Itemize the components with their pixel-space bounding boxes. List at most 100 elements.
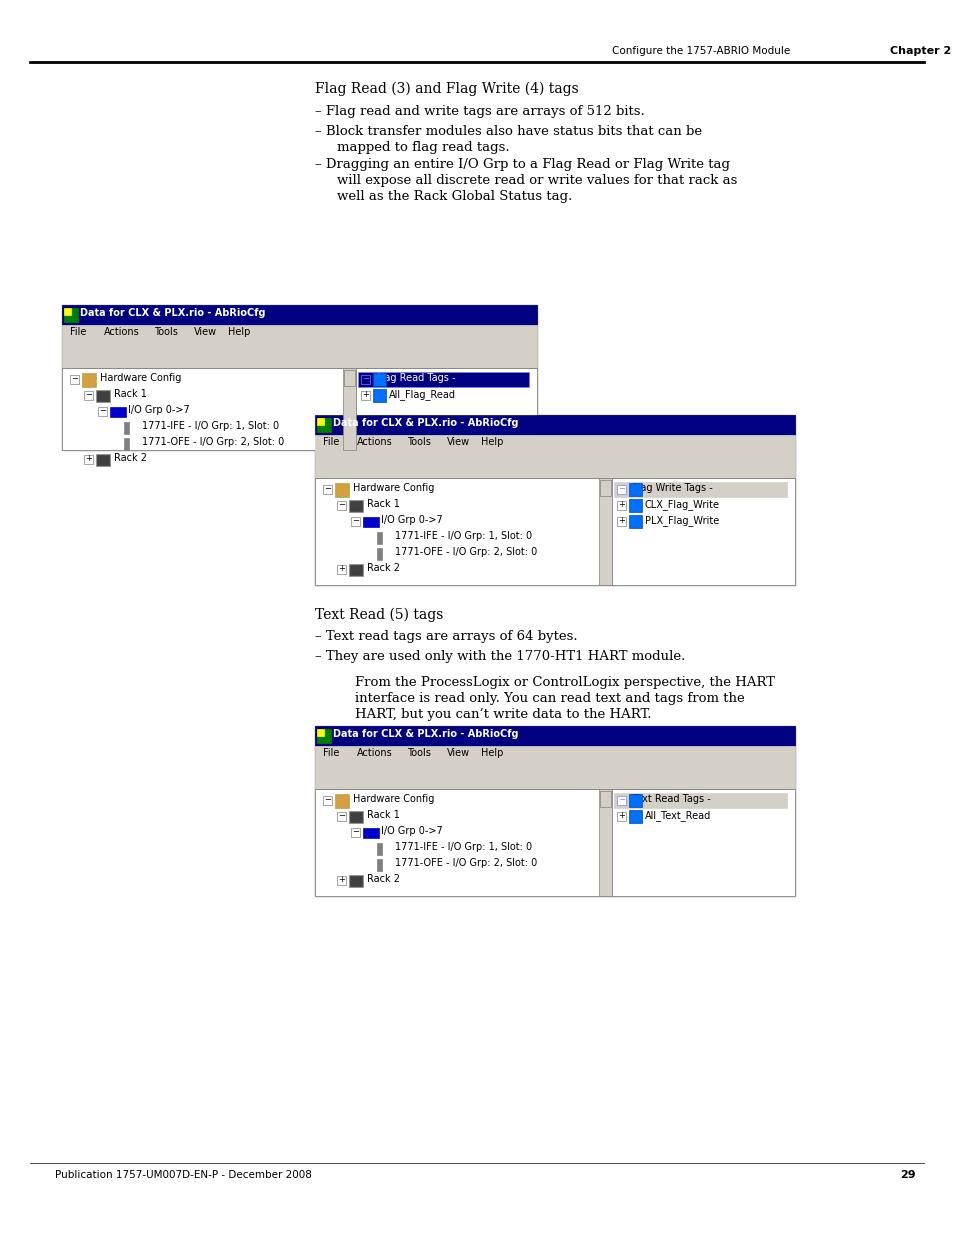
Text: Flag Write Tags -: Flag Write Tags - bbox=[631, 483, 712, 493]
Bar bbox=[323, 797, 332, 805]
Bar bbox=[360, 391, 370, 400]
Bar bbox=[376, 860, 381, 871]
Text: −: − bbox=[618, 795, 624, 804]
Text: 1771-IFE - I/O Grp: 1, Slot: 0: 1771-IFE - I/O Grp: 1, Slot: 0 bbox=[395, 842, 532, 852]
Bar bbox=[629, 484, 640, 495]
Bar bbox=[84, 391, 92, 400]
Text: +: + bbox=[337, 564, 345, 573]
Bar bbox=[64, 308, 78, 322]
Bar bbox=[316, 417, 331, 432]
Bar bbox=[62, 305, 537, 325]
Text: −: − bbox=[85, 390, 91, 399]
Bar bbox=[617, 811, 625, 821]
Text: +: + bbox=[618, 811, 624, 820]
Bar bbox=[629, 811, 640, 823]
Bar bbox=[373, 389, 386, 403]
Bar bbox=[350, 876, 361, 885]
Text: File: File bbox=[323, 748, 339, 758]
Bar bbox=[349, 876, 363, 887]
Text: +: + bbox=[618, 516, 624, 525]
Bar bbox=[314, 746, 794, 763]
Bar bbox=[628, 794, 641, 806]
Text: 1771-OFE - I/O Grp: 2, Slot: 0: 1771-OFE - I/O Grp: 2, Slot: 0 bbox=[395, 547, 537, 557]
Bar bbox=[336, 501, 346, 510]
Bar bbox=[314, 789, 612, 897]
Text: Tools: Tools bbox=[407, 748, 431, 758]
Bar bbox=[124, 438, 129, 450]
Text: Chapter 2: Chapter 2 bbox=[889, 46, 950, 56]
Bar bbox=[363, 827, 378, 839]
Text: – They are used only with the 1770-HT1 HART module.: – They are used only with the 1770-HT1 H… bbox=[314, 650, 684, 663]
Text: – Flag read and write tags are arrays of 512 bits.: – Flag read and write tags are arrays of… bbox=[314, 105, 644, 119]
Text: Hardware Config: Hardware Config bbox=[100, 373, 181, 383]
Bar bbox=[614, 482, 786, 496]
Text: well as the Rack Global Status tag.: well as the Rack Global Status tag. bbox=[336, 190, 572, 203]
Text: −: − bbox=[337, 811, 345, 820]
Bar bbox=[350, 501, 361, 511]
Bar bbox=[314, 415, 794, 585]
Text: −: − bbox=[618, 484, 624, 493]
Bar bbox=[349, 564, 363, 576]
Text: Tools: Tools bbox=[407, 437, 431, 447]
Bar bbox=[64, 308, 71, 315]
Bar bbox=[349, 811, 363, 823]
Text: Data for CLX & PLX.rio - AbRioCfg: Data for CLX & PLX.rio - AbRioCfg bbox=[80, 308, 265, 317]
Bar bbox=[350, 564, 361, 576]
Text: All_Text_Read: All_Text_Read bbox=[644, 810, 711, 821]
Bar bbox=[349, 500, 363, 513]
Text: Help: Help bbox=[480, 437, 503, 447]
Bar bbox=[617, 797, 625, 805]
Bar bbox=[363, 517, 378, 527]
Bar bbox=[336, 564, 346, 574]
Text: +: + bbox=[618, 500, 624, 509]
Bar bbox=[376, 532, 381, 543]
Bar bbox=[314, 726, 794, 897]
Text: −: − bbox=[337, 500, 345, 509]
Bar bbox=[335, 794, 349, 808]
Bar bbox=[98, 408, 107, 416]
Text: −: − bbox=[99, 406, 106, 415]
Text: interface is read only. You can read text and tags from the: interface is read only. You can read tex… bbox=[355, 692, 744, 705]
Bar bbox=[628, 483, 641, 496]
Bar bbox=[62, 342, 537, 368]
Bar bbox=[62, 305, 537, 450]
Bar bbox=[351, 517, 359, 526]
Bar bbox=[599, 480, 610, 496]
Bar bbox=[373, 373, 386, 387]
Bar bbox=[124, 422, 129, 433]
Text: CLX_Flag_Write: CLX_Flag_Write bbox=[644, 499, 720, 510]
Bar bbox=[70, 375, 79, 384]
Bar bbox=[344, 370, 355, 387]
Bar bbox=[84, 454, 92, 464]
Text: −: − bbox=[352, 827, 358, 836]
Bar bbox=[314, 726, 794, 746]
Bar bbox=[335, 795, 348, 806]
Bar bbox=[335, 483, 349, 496]
Text: −: − bbox=[324, 795, 331, 804]
Text: Flag Read (3) and Flag Write (4) tags: Flag Read (3) and Flag Write (4) tags bbox=[314, 82, 578, 96]
Text: +: + bbox=[361, 390, 369, 399]
Text: 1771-OFE - I/O Grp: 2, Slot: 0: 1771-OFE - I/O Grp: 2, Slot: 0 bbox=[395, 858, 537, 868]
Text: −: − bbox=[361, 374, 369, 383]
Text: I/O Grp 0->7: I/O Grp 0->7 bbox=[128, 405, 190, 415]
Bar bbox=[314, 415, 794, 435]
Text: View: View bbox=[447, 748, 470, 758]
Bar bbox=[376, 844, 381, 855]
Bar bbox=[336, 876, 346, 885]
Text: +: + bbox=[85, 454, 91, 463]
Bar bbox=[617, 501, 625, 510]
Bar bbox=[617, 485, 625, 494]
Text: Text Read Tags -: Text Read Tags - bbox=[631, 794, 710, 804]
Bar bbox=[376, 548, 381, 559]
Text: Rack 2: Rack 2 bbox=[367, 563, 399, 573]
Bar bbox=[355, 368, 537, 450]
Bar bbox=[598, 789, 612, 897]
Text: – Dragging an entire I/O Grp to a Flag Read or Flag Write tag: – Dragging an entire I/O Grp to a Flag R… bbox=[314, 158, 729, 170]
Bar bbox=[628, 810, 641, 823]
Text: Hardware Config: Hardware Config bbox=[353, 483, 434, 493]
Text: – Text read tags are arrays of 64 bytes.: – Text read tags are arrays of 64 bytes. bbox=[314, 630, 577, 643]
Text: Configure the 1757-ABRIO Module: Configure the 1757-ABRIO Module bbox=[612, 46, 789, 56]
Bar bbox=[96, 454, 110, 466]
Text: File: File bbox=[70, 327, 87, 337]
Text: Actions: Actions bbox=[356, 437, 393, 447]
